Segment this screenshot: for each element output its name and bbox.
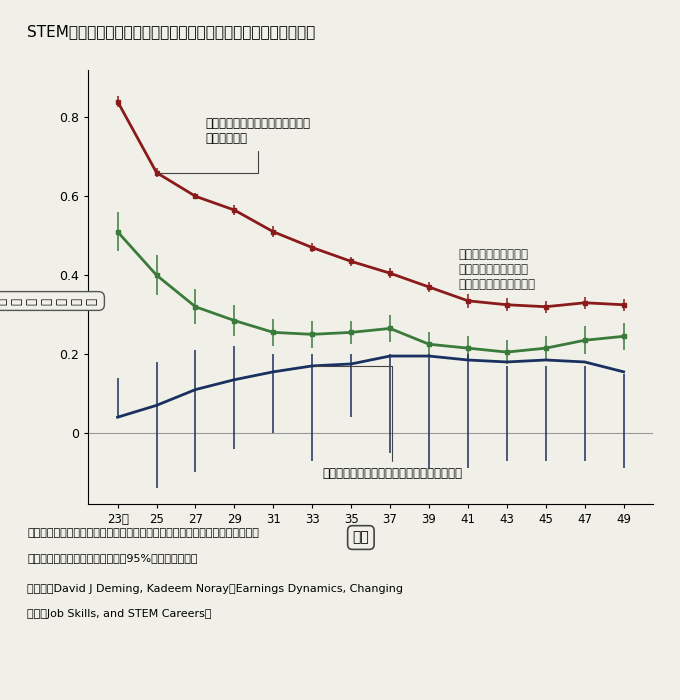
Text: 年齢: 年齢: [352, 531, 369, 545]
Text: 工学・コンピューター
科学専攻、工学・コン
ピューター科学分野職種: 工学・コンピューター 科学専攻、工学・コン ピューター科学分野職種: [458, 248, 535, 290]
Text: 他の専攻、工学・コンピューター
科学分野職種: 他の専攻、工学・コンピューター 科学分野職種: [159, 118, 310, 173]
Text: 折れ線から縦に伸びるひげは95%信頼区間を示す: 折れ線から縦に伸びるひげは95%信頼区間を示す: [27, 553, 198, 563]
Text: STEM（科学、技術、工学、数学）分野の労働者の賃金プレミアム: STEM（科学、技術、工学、数学）分野の労働者の賃金プレミアム: [27, 25, 316, 39]
Text: 工学・コンピューター科学専攻、分野外職種: 工学・コンピューター科学専攻、分野外職種: [315, 366, 462, 480]
Text: （注）工学・コンピューター科学以外の専攻かつ分野の職種の賃金がベース。: （注）工学・コンピューター科学以外の専攻かつ分野の職種の賃金がベース。: [27, 528, 259, 538]
Text: Job Skills, and STEM Careers」: Job Skills, and STEM Careers」: [27, 609, 211, 619]
Text: （出所）David J Deming, Kadeem Noray「Earnings Dynamics, Changing: （出所）David J Deming, Kadeem Noray「Earning…: [27, 584, 403, 594]
Text: 賃
金
プ
レ
ミ
ア
ム
（
対
数
）: 賃 金 プ レ ミ ア ム （ 対 数 ）: [0, 298, 99, 304]
